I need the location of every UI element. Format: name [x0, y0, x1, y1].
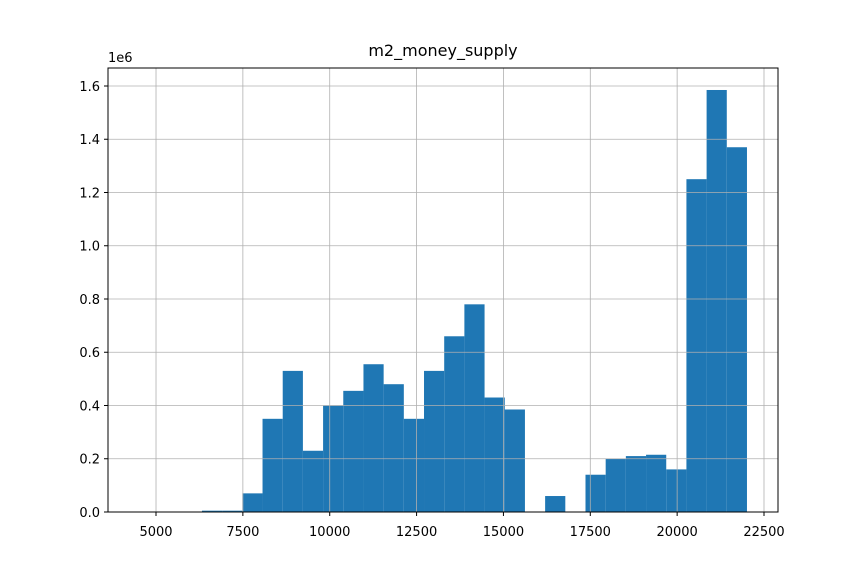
bar: [343, 390, 364, 512]
y-tick-label: 1.4: [79, 133, 100, 148]
x-tick-label: 20000: [656, 525, 697, 540]
y-tick-label: 1.2: [79, 186, 100, 201]
y-tick-label: 1.0: [79, 240, 100, 255]
x-tick-label: 22500: [743, 525, 784, 540]
bar: [484, 397, 505, 512]
chart-title: m2_money_supply: [368, 41, 517, 61]
bar: [666, 469, 687, 512]
bar: [242, 493, 263, 512]
bar: [201, 510, 223, 512]
x-tick-label: 12500: [396, 525, 437, 540]
bar: [282, 370, 303, 512]
plot-frame: [107, 67, 779, 513]
bar: [424, 370, 445, 512]
bar: [363, 364, 384, 512]
bar: [444, 336, 465, 512]
bar: [222, 510, 243, 512]
x-tick-label: 17500: [570, 525, 611, 540]
y-tick-label: 0.4: [79, 399, 100, 414]
bar: [706, 89, 727, 513]
y-tick-label: 1.6: [79, 80, 100, 95]
bar: [585, 474, 606, 512]
bar: [464, 304, 485, 512]
bar: [625, 456, 647, 512]
x-tick-label: 10000: [309, 525, 350, 540]
bar: [383, 384, 404, 512]
bar: [605, 458, 626, 512]
bar: [262, 418, 283, 512]
bar: [545, 496, 566, 512]
bar: [403, 418, 425, 512]
x-tick-label: 7500: [226, 525, 259, 540]
bar: [646, 454, 667, 512]
y-tick-label: 0.0: [79, 506, 100, 521]
x-tick-label: 15000: [483, 525, 524, 540]
y-tick-label: 0.2: [79, 453, 100, 468]
y-tick-label: 0.8: [79, 293, 100, 308]
y-tick-label: 0.6: [79, 346, 100, 361]
x-tick-label: 5000: [139, 525, 172, 540]
y-offset-label: 1e6: [108, 51, 133, 66]
bar: [686, 179, 707, 512]
bar: [726, 147, 747, 512]
bar: [302, 450, 324, 512]
bar: [504, 409, 525, 512]
